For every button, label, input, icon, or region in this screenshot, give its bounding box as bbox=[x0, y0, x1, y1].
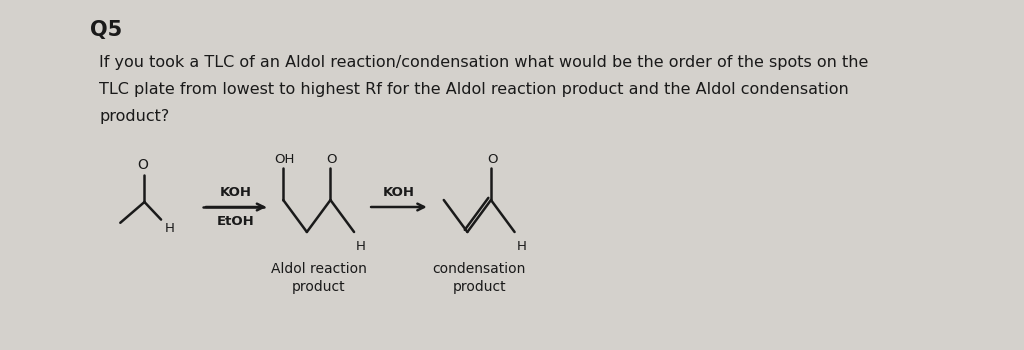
Text: Q5: Q5 bbox=[90, 20, 122, 40]
Text: O: O bbox=[327, 153, 337, 166]
Text: KOH: KOH bbox=[220, 186, 252, 199]
Text: KOH: KOH bbox=[383, 186, 415, 199]
Text: Aldol reaction
product: Aldol reaction product bbox=[270, 262, 367, 294]
Text: TLC plate from lowest to highest Rf for the Aldol reaction product and the Aldol: TLC plate from lowest to highest Rf for … bbox=[99, 82, 849, 97]
Text: H: H bbox=[356, 240, 366, 253]
Text: If you took a TLC of an Aldol reaction/condensation what would be the order of t: If you took a TLC of an Aldol reaction/c… bbox=[99, 55, 868, 70]
Text: H: H bbox=[165, 222, 175, 235]
Text: product?: product? bbox=[99, 109, 169, 124]
Text: O: O bbox=[487, 153, 498, 166]
Text: H: H bbox=[516, 240, 526, 253]
Text: condensation
product: condensation product bbox=[432, 262, 526, 294]
Text: OH: OH bbox=[273, 153, 294, 166]
Text: O: O bbox=[137, 158, 147, 172]
Text: EtOH: EtOH bbox=[217, 215, 255, 228]
